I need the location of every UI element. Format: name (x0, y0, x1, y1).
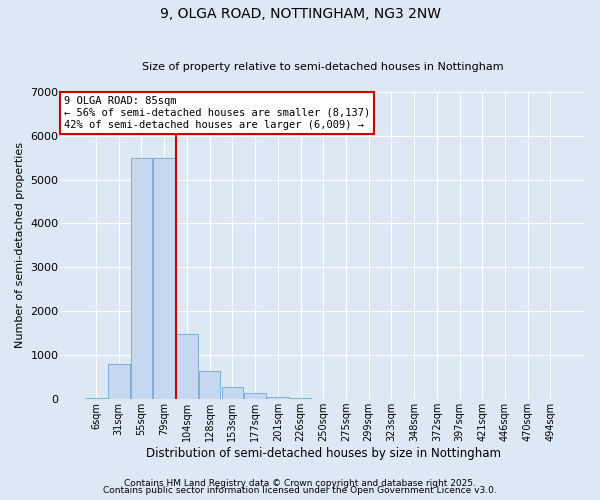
Y-axis label: Number of semi-detached properties: Number of semi-detached properties (15, 142, 25, 348)
Text: Contains HM Land Registry data © Crown copyright and database right 2025.: Contains HM Land Registry data © Crown c… (124, 478, 476, 488)
Bar (154, 158, 175, 399)
Bar (131, 158, 152, 399)
Bar (199, 370, 220, 399)
Bar (85, 398, 107, 399)
Bar (267, 396, 289, 399)
X-axis label: Distribution of semi-detached houses by size in Nottingham: Distribution of semi-detached houses by … (146, 447, 501, 460)
Bar (221, 388, 243, 399)
Bar (290, 398, 311, 399)
Title: Size of property relative to semi-detached houses in Nottingham: Size of property relative to semi-detach… (142, 62, 504, 72)
Bar (176, 334, 198, 399)
Bar (244, 393, 266, 399)
Text: 9, OLGA ROAD, NOTTINGHAM, NG3 2NW: 9, OLGA ROAD, NOTTINGHAM, NG3 2NW (160, 8, 440, 22)
Text: Contains public sector information licensed under the Open Government Licence v3: Contains public sector information licen… (103, 486, 497, 495)
Text: 9 OLGA ROAD: 85sqm
← 56% of semi-detached houses are smaller (8,137)
42% of semi: 9 OLGA ROAD: 85sqm ← 56% of semi-detache… (64, 96, 370, 130)
Bar (108, 364, 130, 399)
